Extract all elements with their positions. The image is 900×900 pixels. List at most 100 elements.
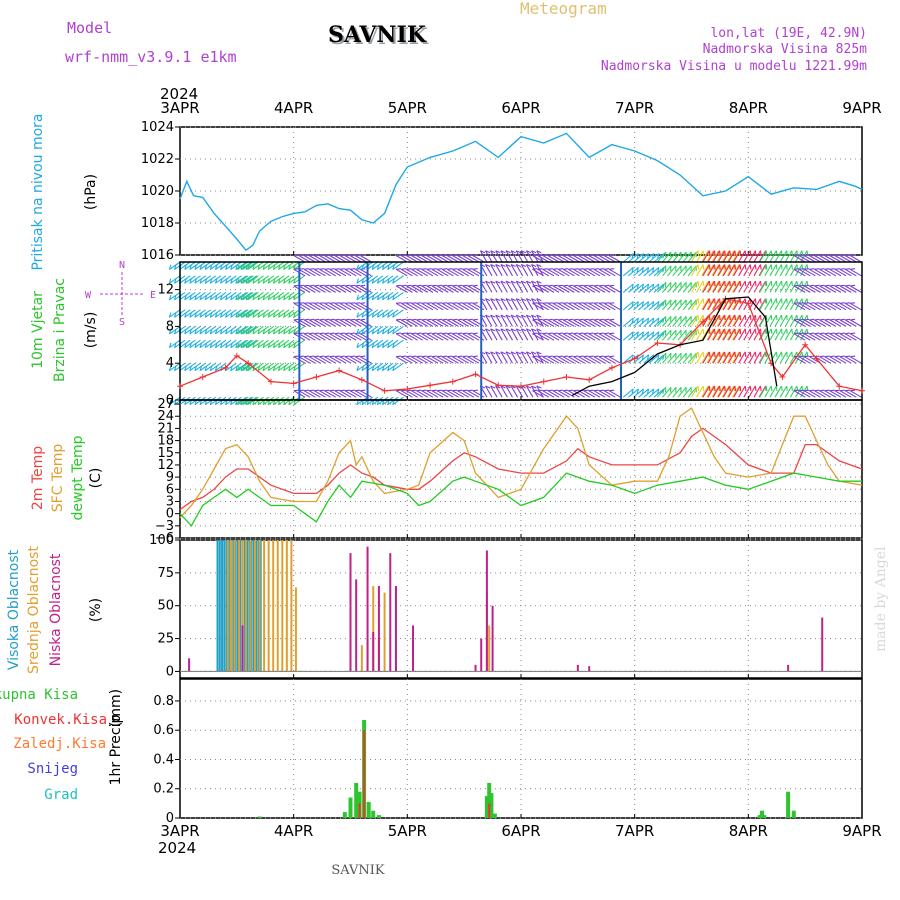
wind-barb-head bbox=[416, 268, 422, 270]
wind-barb-head bbox=[189, 312, 192, 318]
wind-barb-head bbox=[734, 315, 737, 321]
wind-barb bbox=[500, 280, 508, 293]
wind-barb bbox=[360, 255, 372, 263]
wind-barb-head bbox=[421, 254, 427, 257]
wind-barb-head bbox=[314, 254, 320, 257]
wind-barb-head bbox=[416, 355, 422, 358]
wind-barb bbox=[784, 328, 793, 341]
wind-barb bbox=[500, 250, 508, 263]
wind-barb bbox=[829, 356, 842, 364]
wind-barb-head bbox=[536, 385, 542, 389]
wind-barb bbox=[731, 328, 740, 341]
wind-barb bbox=[360, 302, 372, 311]
wind-barb-head bbox=[467, 355, 473, 358]
wind-barb bbox=[520, 264, 529, 277]
wind-barb-head bbox=[641, 253, 645, 259]
wind-barb-head bbox=[334, 254, 340, 257]
wind-barb-head bbox=[360, 318, 366, 321]
y-tick-label: 0 bbox=[166, 811, 174, 826]
wind-barb-head bbox=[775, 315, 778, 321]
wind-barb-head bbox=[277, 278, 281, 284]
wind-barb bbox=[798, 319, 811, 327]
wind-barb bbox=[426, 255, 439, 263]
wind-barb bbox=[209, 275, 222, 284]
wind-barb-head bbox=[199, 312, 203, 318]
wind-barb-head bbox=[457, 302, 463, 304]
wind-barb bbox=[809, 255, 821, 263]
wind-barb bbox=[779, 298, 788, 311]
wind-barb bbox=[247, 325, 259, 335]
wind-barb-head bbox=[411, 254, 417, 257]
wind-barb bbox=[247, 291, 259, 301]
wind-barb-head bbox=[631, 331, 634, 337]
wind-barb bbox=[774, 264, 782, 277]
wind-barb-head bbox=[604, 284, 610, 287]
wind-barb bbox=[525, 280, 534, 293]
wind-barb-head bbox=[288, 365, 291, 371]
wind-barb bbox=[329, 390, 342, 398]
wind-barb-head bbox=[472, 302, 478, 304]
wind-barb-head bbox=[247, 278, 250, 284]
credit-label: made by Angel bbox=[873, 546, 889, 652]
wind-barb-head bbox=[467, 254, 473, 257]
wind-barb bbox=[189, 325, 201, 335]
wind-barb bbox=[784, 264, 793, 277]
wind-barb-head bbox=[537, 268, 543, 270]
wind-barb bbox=[329, 356, 342, 364]
wind-barb-head bbox=[184, 294, 187, 300]
wind-barb bbox=[242, 362, 254, 372]
wind-barb bbox=[814, 302, 826, 311]
wind-barb-head bbox=[392, 294, 395, 300]
wind-barb bbox=[793, 302, 806, 311]
wind-barb bbox=[834, 268, 847, 277]
wind-barb-head bbox=[237, 365, 240, 371]
wind-barb-head bbox=[775, 250, 778, 256]
wind-barb bbox=[583, 302, 596, 311]
wind-barb bbox=[392, 325, 404, 335]
wind-barb-head bbox=[793, 254, 799, 257]
wind-barb bbox=[738, 264, 746, 277]
wind-barb-head bbox=[436, 268, 443, 270]
wind-barb bbox=[748, 264, 756, 277]
wind-barb bbox=[324, 255, 336, 263]
wind-barb-head bbox=[303, 302, 310, 304]
wind-barb-head bbox=[381, 342, 385, 348]
wind-barb bbox=[726, 385, 735, 398]
wind-barb bbox=[748, 351, 756, 364]
wind-barb bbox=[667, 352, 677, 364]
wind-barb bbox=[578, 302, 591, 311]
wind-barb bbox=[436, 356, 449, 364]
wind-barb bbox=[525, 385, 534, 398]
wind-barb bbox=[653, 283, 665, 293]
wind-barb-head bbox=[392, 328, 395, 335]
wind-barb bbox=[436, 319, 449, 327]
wind-barb bbox=[452, 255, 464, 263]
wind-barb bbox=[303, 319, 316, 327]
wind-barb-head bbox=[199, 264, 203, 270]
wind-barb bbox=[329, 255, 342, 263]
wind-barb bbox=[712, 351, 721, 364]
wind-speed-marker bbox=[449, 378, 456, 385]
wind-barb bbox=[313, 319, 326, 327]
wind-barb bbox=[628, 253, 639, 263]
wind-barb bbox=[743, 328, 751, 341]
wind-barb-head bbox=[510, 250, 516, 254]
wind-barb bbox=[209, 339, 222, 349]
wind-barb-head bbox=[839, 268, 845, 270]
precip-bar bbox=[363, 730, 366, 818]
wind-barb-head bbox=[173, 342, 177, 348]
wind-barb-head bbox=[739, 351, 742, 357]
wind-barb-head bbox=[793, 302, 799, 304]
wind-barb bbox=[452, 333, 464, 341]
wind-barb bbox=[562, 285, 575, 293]
wind-barb bbox=[687, 299, 697, 311]
wind-barb-head bbox=[583, 355, 589, 358]
wind-barb-head bbox=[819, 389, 825, 392]
wind-barb bbox=[721, 298, 730, 311]
wind-barb bbox=[814, 319, 826, 327]
wind-barb-head bbox=[309, 389, 315, 392]
wind-barb bbox=[257, 325, 270, 335]
wind-barb bbox=[209, 396, 222, 406]
wind-barb bbox=[334, 255, 347, 263]
wind-barb bbox=[603, 356, 616, 364]
